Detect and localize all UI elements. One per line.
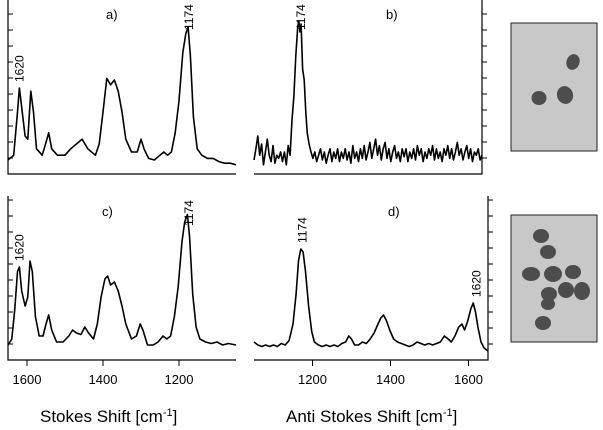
- panel-b-label: b): [386, 7, 398, 22]
- particle: [533, 229, 549, 243]
- particle: [541, 287, 557, 301]
- particle: [541, 298, 555, 310]
- panel-c-peak-label-1620: 1620: [12, 234, 26, 261]
- stokes-axis-title: Stokes Shift [cm-1]: [40, 407, 177, 426]
- panel-b: b) 1174: [253, 0, 487, 175]
- x-tick-label: 1400: [376, 372, 405, 387]
- panel-d-peak-label-1620: 1620: [469, 270, 483, 297]
- x-tick-label: 1400: [89, 372, 118, 387]
- particle-image-top-frame: [510, 22, 598, 152]
- panel-d-label: d): [388, 204, 400, 219]
- panel-d-peak-label-1174: 1174: [295, 217, 309, 243]
- panel-c: 1600 1400 1200 c) 1620 1174: [7, 196, 237, 387]
- panel-b-peak-label-1174: 1174: [294, 4, 308, 30]
- particle: [574, 282, 590, 300]
- panel-a-spectrum: [7, 26, 237, 166]
- panel-a-peak-label-1174: 1174: [182, 4, 196, 30]
- panel-b-spectrum: [253, 20, 483, 166]
- panel-d-axes: [254, 196, 489, 361]
- particle: [522, 267, 540, 281]
- particle: [566, 54, 580, 70]
- panel-b-y-ticks: [482, 13, 487, 159]
- panel-d-y-ticks: [488, 199, 493, 345]
- panel-c-label: c): [102, 204, 113, 219]
- particle: [556, 86, 574, 104]
- panel-b-axes: [254, 0, 483, 175]
- particle: [535, 316, 551, 330]
- x-tick-label: 1200: [298, 372, 327, 387]
- anti-stokes-axis-title: Anti Stokes Shift [cm-1]: [286, 407, 457, 426]
- panel-d-x-ticks: 1200 1400 1600: [298, 360, 483, 387]
- x-tick-label: 1600: [454, 372, 483, 387]
- panel-c-y-ticks: [8, 199, 13, 345]
- particle: [531, 91, 547, 105]
- panel-a-axes: [7, 0, 236, 175]
- particle: [565, 265, 581, 279]
- panel-c-peak-label-1174: 1174: [182, 200, 196, 226]
- panel-c-spectrum: [7, 213, 237, 346]
- x-tick-label: 1200: [165, 372, 194, 387]
- panel-d-spectrum: [253, 248, 489, 352]
- panel-c-axes: [7, 196, 236, 361]
- panel-a-peak-label-1620: 1620: [12, 55, 26, 82]
- particle: [558, 282, 574, 298]
- particle: [544, 266, 562, 282]
- particle: [540, 245, 556, 259]
- panel-a: a) 1620 1174: [7, 0, 237, 175]
- particle-image-bottom: [510, 214, 598, 343]
- panel-d: 1200 1400 1600 d) 1174 1620: [253, 196, 493, 387]
- particle-image-top: [510, 22, 598, 152]
- panel-a-label: a): [106, 7, 118, 22]
- x-tick-label: 1600: [13, 372, 42, 387]
- panel-c-x-ticks: 1600 1400 1200: [13, 360, 194, 387]
- panel-a-y-ticks: [8, 13, 13, 159]
